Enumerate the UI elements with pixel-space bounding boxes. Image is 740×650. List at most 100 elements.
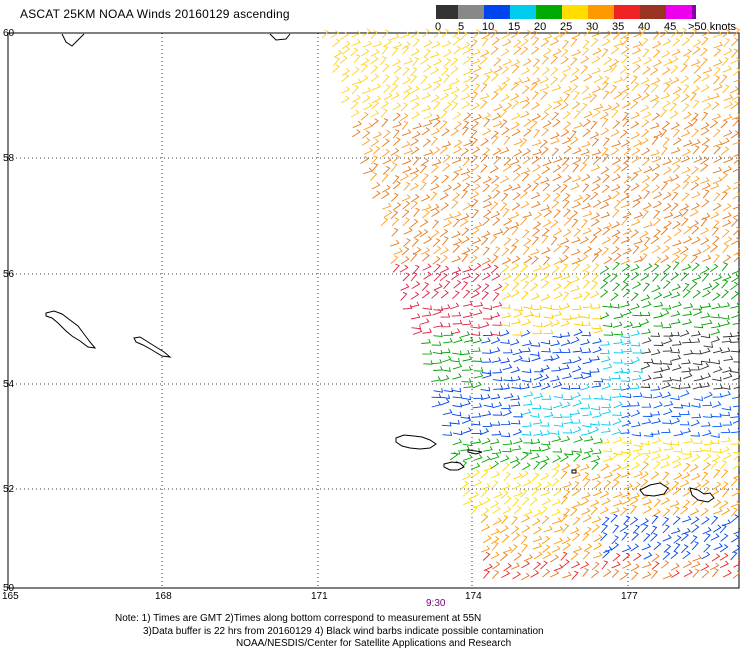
wind-barb [600, 201, 610, 210]
wind-barb [602, 447, 613, 453]
wind-barb [450, 328, 461, 335]
wind-barb [551, 200, 560, 209]
wind-barb [440, 255, 449, 264]
wind-barb [521, 560, 530, 569]
wind-barb [641, 418, 652, 425]
wind-barb [640, 244, 649, 253]
wind-barb [511, 375, 521, 382]
wind-barb [680, 402, 691, 407]
legend-tick-45: 45 [664, 21, 677, 33]
wind-barb [642, 111, 652, 119]
wind-barb [613, 450, 623, 456]
wind-barb [332, 38, 341, 48]
wind-barb [463, 497, 473, 506]
wind-barb [663, 211, 674, 219]
wind-barb [632, 311, 642, 317]
wind-barb [612, 235, 620, 245]
wind-barb [520, 167, 531, 175]
wind-barb [480, 164, 488, 173]
wind-barb [631, 322, 642, 329]
wind-barb [690, 419, 700, 427]
wind-barb [441, 174, 450, 184]
wind-barb [410, 94, 420, 102]
wind-barb [361, 87, 372, 95]
wind-barb [452, 243, 461, 253]
wind-barb [432, 58, 442, 66]
wind-barb [601, 246, 609, 256]
wind-barb [511, 318, 521, 325]
wind-barb [500, 94, 510, 102]
wind-barb [601, 356, 611, 363]
wind-barb [612, 282, 621, 292]
wind-barb [683, 303, 694, 309]
wind-barb [642, 66, 651, 75]
wind-barb [482, 217, 490, 226]
wind-barb [693, 65, 701, 75]
wind-barb [630, 409, 641, 417]
wind-barb [582, 471, 590, 482]
wind-barb [663, 408, 673, 416]
wind-barb [603, 65, 613, 73]
wind-barb [722, 219, 732, 228]
wind-barb [711, 303, 721, 310]
wind-barb [430, 191, 438, 201]
wind-barb [700, 362, 710, 370]
wind-barb [421, 194, 431, 202]
wind-barb [711, 113, 722, 121]
wind-barb [599, 506, 609, 515]
wind-barb [582, 532, 590, 542]
wind-barb [722, 212, 732, 220]
wind-barb [589, 234, 598, 244]
wind-barb [392, 137, 401, 147]
wind-barb [521, 408, 532, 416]
wind-barb [612, 261, 620, 271]
wind-barb [640, 253, 648, 263]
wind-barb [543, 525, 553, 533]
wind-barb [470, 129, 478, 139]
wind-barb [623, 72, 630, 82]
wind-barb [380, 56, 387, 66]
wind-barb [481, 236, 489, 246]
wind-barb [730, 100, 739, 110]
wind-barb [602, 222, 613, 230]
wind-barb [572, 347, 583, 353]
wind-barb [580, 404, 591, 409]
wind-barb [560, 183, 568, 193]
wind-barb [481, 410, 492, 417]
wind-barb [701, 182, 711, 190]
wind-barb [600, 265, 610, 274]
wind-barb [691, 524, 700, 533]
wind-barb [620, 428, 630, 434]
wind-barb [732, 319, 740, 325]
wind-barb [403, 85, 413, 94]
wind-barb [540, 91, 548, 101]
wind-barb [700, 47, 708, 57]
wind-barb [731, 92, 740, 101]
wind-barb [492, 505, 501, 514]
wind-barb [490, 130, 499, 140]
wind-barb [540, 440, 551, 446]
wind-barb [700, 333, 711, 339]
wind-barb [400, 31, 410, 39]
wind-barb [453, 139, 463, 148]
wind-barb [453, 146, 463, 154]
wind-barb [372, 146, 381, 155]
lat-label-56: 56 [3, 269, 15, 280]
wind-barb [610, 63, 618, 73]
wind-barb [661, 419, 672, 424]
wind-barb [451, 387, 462, 393]
wind-barb [589, 367, 600, 373]
wind-barb [551, 366, 561, 372]
wind-barb [683, 462, 691, 472]
wind-barb [482, 272, 491, 281]
wind-barb [431, 376, 441, 383]
wind-barb [643, 236, 651, 246]
wind-barb [402, 76, 411, 85]
wind-barb [560, 470, 568, 480]
wind-barb [463, 75, 473, 83]
wind-barb [392, 76, 400, 86]
legend-tick-30: 30 [586, 21, 599, 33]
wind-barb [470, 154, 478, 164]
wind-barb [471, 146, 481, 155]
wind-barb [611, 535, 619, 545]
